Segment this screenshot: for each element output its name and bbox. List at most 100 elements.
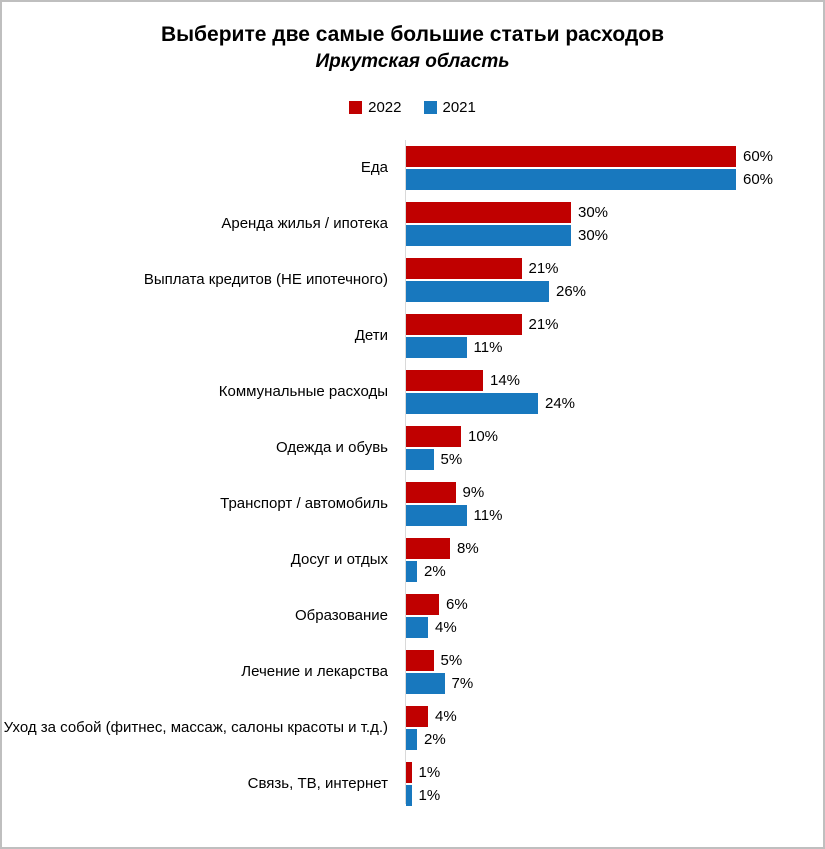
bar-wrap-2021: 24% xyxy=(406,393,576,415)
value-label: 5% xyxy=(440,451,463,469)
bar-2022[interactable] xyxy=(406,594,439,616)
legend-swatch-2021 xyxy=(423,101,437,115)
bar-group: 8% 2% xyxy=(397,538,479,583)
category-label: Связь, ТВ, интернет xyxy=(247,774,388,792)
bar-2021[interactable] xyxy=(406,449,434,471)
legend: 2022 2021 xyxy=(2,99,823,116)
bar-2021[interactable] xyxy=(406,225,571,247)
value-label: 11% xyxy=(473,507,503,525)
bar-wrap-2022: 5% xyxy=(406,650,473,672)
value-label: 11% xyxy=(473,339,503,357)
chart-row: Транспорт / автомобиль 9% 11% xyxy=(2,482,823,527)
category-label: Транспорт / автомобиль xyxy=(220,494,388,512)
bar-wrap-2021: 30% xyxy=(406,225,609,247)
bar-group: 10% 5% xyxy=(397,426,499,471)
value-label: 10% xyxy=(468,428,499,446)
bar-wrap-2022: 1% xyxy=(406,762,441,784)
legend-item-2022[interactable]: 2022 xyxy=(349,99,402,117)
bar-wrap-2022: 6% xyxy=(406,594,468,616)
chart-row: Дети 21% 11% xyxy=(2,314,823,359)
category-label: Уход за собой (фитнес, массаж, салоны кр… xyxy=(3,718,388,736)
plot-area: Еда 60% 60% Аренда жилья / ипотека 30% 30% Вып… xyxy=(2,140,823,807)
bar-group: 60% 60% xyxy=(397,146,774,191)
bar-2021[interactable] xyxy=(406,561,417,583)
chart-row: Коммунальные расходы 14% 24% xyxy=(2,370,823,415)
chart-subtitle: Иркутская область xyxy=(315,51,510,73)
bar-2022[interactable] xyxy=(406,426,461,448)
value-label: 26% xyxy=(556,283,587,301)
bar-2022[interactable] xyxy=(406,650,434,672)
bar-2022[interactable] xyxy=(406,482,456,504)
bar-2022[interactable] xyxy=(406,146,736,168)
chart-row: Выплата кредитов (НЕ ипотечного) 21% 26% xyxy=(2,258,823,303)
value-label: 1% xyxy=(418,764,441,782)
bar-wrap-2021: 1% xyxy=(406,785,441,807)
chart-row: Аренда жилья / ипотека 30% 30% xyxy=(2,202,823,247)
value-label: 4% xyxy=(435,619,457,637)
value-label: 60% xyxy=(743,148,774,166)
value-label: 30% xyxy=(578,204,609,222)
bar-2021[interactable] xyxy=(406,617,428,639)
bar-2022[interactable] xyxy=(406,258,522,280)
value-label: 7% xyxy=(451,675,474,693)
category-label: Аренда жилья / ипотека xyxy=(221,214,388,232)
bar-wrap-2021: 5% xyxy=(406,449,498,471)
bar-group: 30% 30% xyxy=(397,202,609,247)
chart-row: Уход за собой (фитнес, массаж, салоны кр… xyxy=(2,706,823,751)
category-label: Лечение и лекарства xyxy=(241,662,388,680)
bar-2022[interactable] xyxy=(406,370,483,392)
value-label: 14% xyxy=(490,372,521,390)
chart-row: Лечение и лекарства 5% 7% xyxy=(2,650,823,695)
value-label: 9% xyxy=(462,484,485,502)
bar-2022[interactable] xyxy=(406,202,571,224)
bar-group: 6% 4% xyxy=(397,594,468,639)
chart-row: Еда 60% 60% xyxy=(2,146,823,191)
bar-wrap-2022: 30% xyxy=(406,202,609,224)
bar-2021[interactable] xyxy=(406,505,467,527)
category-label: Коммунальные расходы xyxy=(218,382,388,400)
chart-row: Образование 6% 4% xyxy=(2,594,823,639)
value-label: 2% xyxy=(424,563,446,581)
value-label: 8% xyxy=(457,540,479,558)
chart-row: Одежда и обувь 10% 5% xyxy=(2,426,823,471)
bar-2022[interactable] xyxy=(406,762,412,784)
chart-title: Выберите две самые большие статьи расход… xyxy=(160,23,665,46)
category-label: Выплата кредитов (НЕ ипотечного) xyxy=(143,270,388,288)
bar-2021[interactable] xyxy=(406,281,549,303)
category-label: Одежда и обувь xyxy=(276,438,388,456)
bar-wrap-2022: 4% xyxy=(406,706,457,728)
bar-wrap-2021: 2% xyxy=(406,729,457,751)
value-label: 5% xyxy=(440,652,463,670)
legend-swatch-2022 xyxy=(349,101,363,115)
value-label: 21% xyxy=(528,260,559,278)
bar-group: 1% 1% xyxy=(397,762,441,807)
bar-wrap-2022: 21% xyxy=(406,314,559,336)
value-label: 2% xyxy=(424,731,446,749)
bar-2022[interactable] xyxy=(406,314,522,336)
bar-group: 4% 2% xyxy=(397,706,457,751)
category-label: Образование xyxy=(295,606,388,624)
legend-item-2021[interactable]: 2021 xyxy=(423,99,476,117)
bar-wrap-2022: 60% xyxy=(406,146,774,168)
legend-label-2021: 2021 xyxy=(442,99,476,117)
value-label: 24% xyxy=(545,395,576,413)
value-label: 30% xyxy=(578,227,609,245)
category-label: Дети xyxy=(354,326,388,344)
bar-2021[interactable] xyxy=(406,393,538,415)
value-label: 1% xyxy=(418,787,441,805)
bar-wrap-2021: 7% xyxy=(406,673,474,695)
chart-row: Досуг и отдых 8% 2% xyxy=(2,538,823,583)
chart-row: Связь, ТВ, интернет 1% 1% xyxy=(2,762,823,807)
value-label: 6% xyxy=(446,596,468,614)
bar-2021[interactable] xyxy=(406,729,417,751)
bar-2021[interactable] xyxy=(406,673,445,695)
bar-wrap-2022: 10% xyxy=(406,426,499,448)
bar-2022[interactable] xyxy=(406,538,450,560)
bar-2021[interactable] xyxy=(406,785,412,807)
bar-2021[interactable] xyxy=(406,337,467,359)
bar-2021[interactable] xyxy=(406,169,736,191)
legend-label-2022: 2022 xyxy=(368,99,402,117)
bar-2022[interactable] xyxy=(406,706,428,728)
bar-wrap-2021: 4% xyxy=(406,617,468,639)
